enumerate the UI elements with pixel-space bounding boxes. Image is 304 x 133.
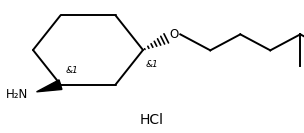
Text: &1: &1: [146, 60, 159, 69]
Text: HCl: HCl: [140, 113, 164, 127]
Text: O: O: [170, 28, 179, 41]
Text: &1: &1: [65, 66, 78, 75]
Polygon shape: [36, 80, 62, 92]
Text: H₂N: H₂N: [6, 88, 28, 101]
